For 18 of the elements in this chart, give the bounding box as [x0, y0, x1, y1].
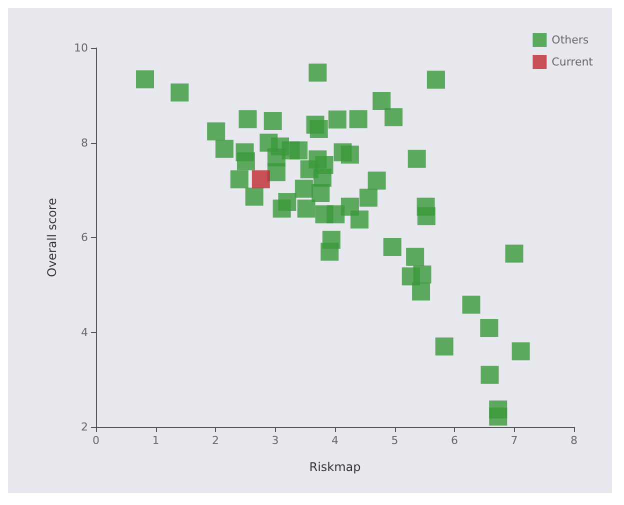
y-tick-label: 8 [81, 136, 88, 150]
x-tick-label: 2 [212, 434, 219, 447]
x-tick-label: 5 [391, 434, 398, 447]
legend-label: Current [552, 56, 594, 68]
x-tick-label: 4 [332, 434, 338, 447]
x-tick-label: 8 [570, 434, 578, 447]
x-tick-label: 3 [272, 434, 279, 447]
x-axis-title: Riskmap [309, 460, 361, 474]
y-tick-label: 10 [74, 42, 88, 54]
x-tick-label: 1 [152, 434, 160, 447]
x-tick-label: 7 [510, 434, 518, 447]
x-tick-label: 0 [92, 434, 100, 447]
y-tick-label: 2 [81, 420, 88, 434]
y-axis-title: Overall score [45, 198, 59, 277]
y-tick-label: 4 [81, 326, 88, 339]
x-tick-label: 6 [451, 434, 458, 447]
y-tick-label: 6 [81, 231, 88, 244]
legend-label: Others [552, 34, 589, 46]
